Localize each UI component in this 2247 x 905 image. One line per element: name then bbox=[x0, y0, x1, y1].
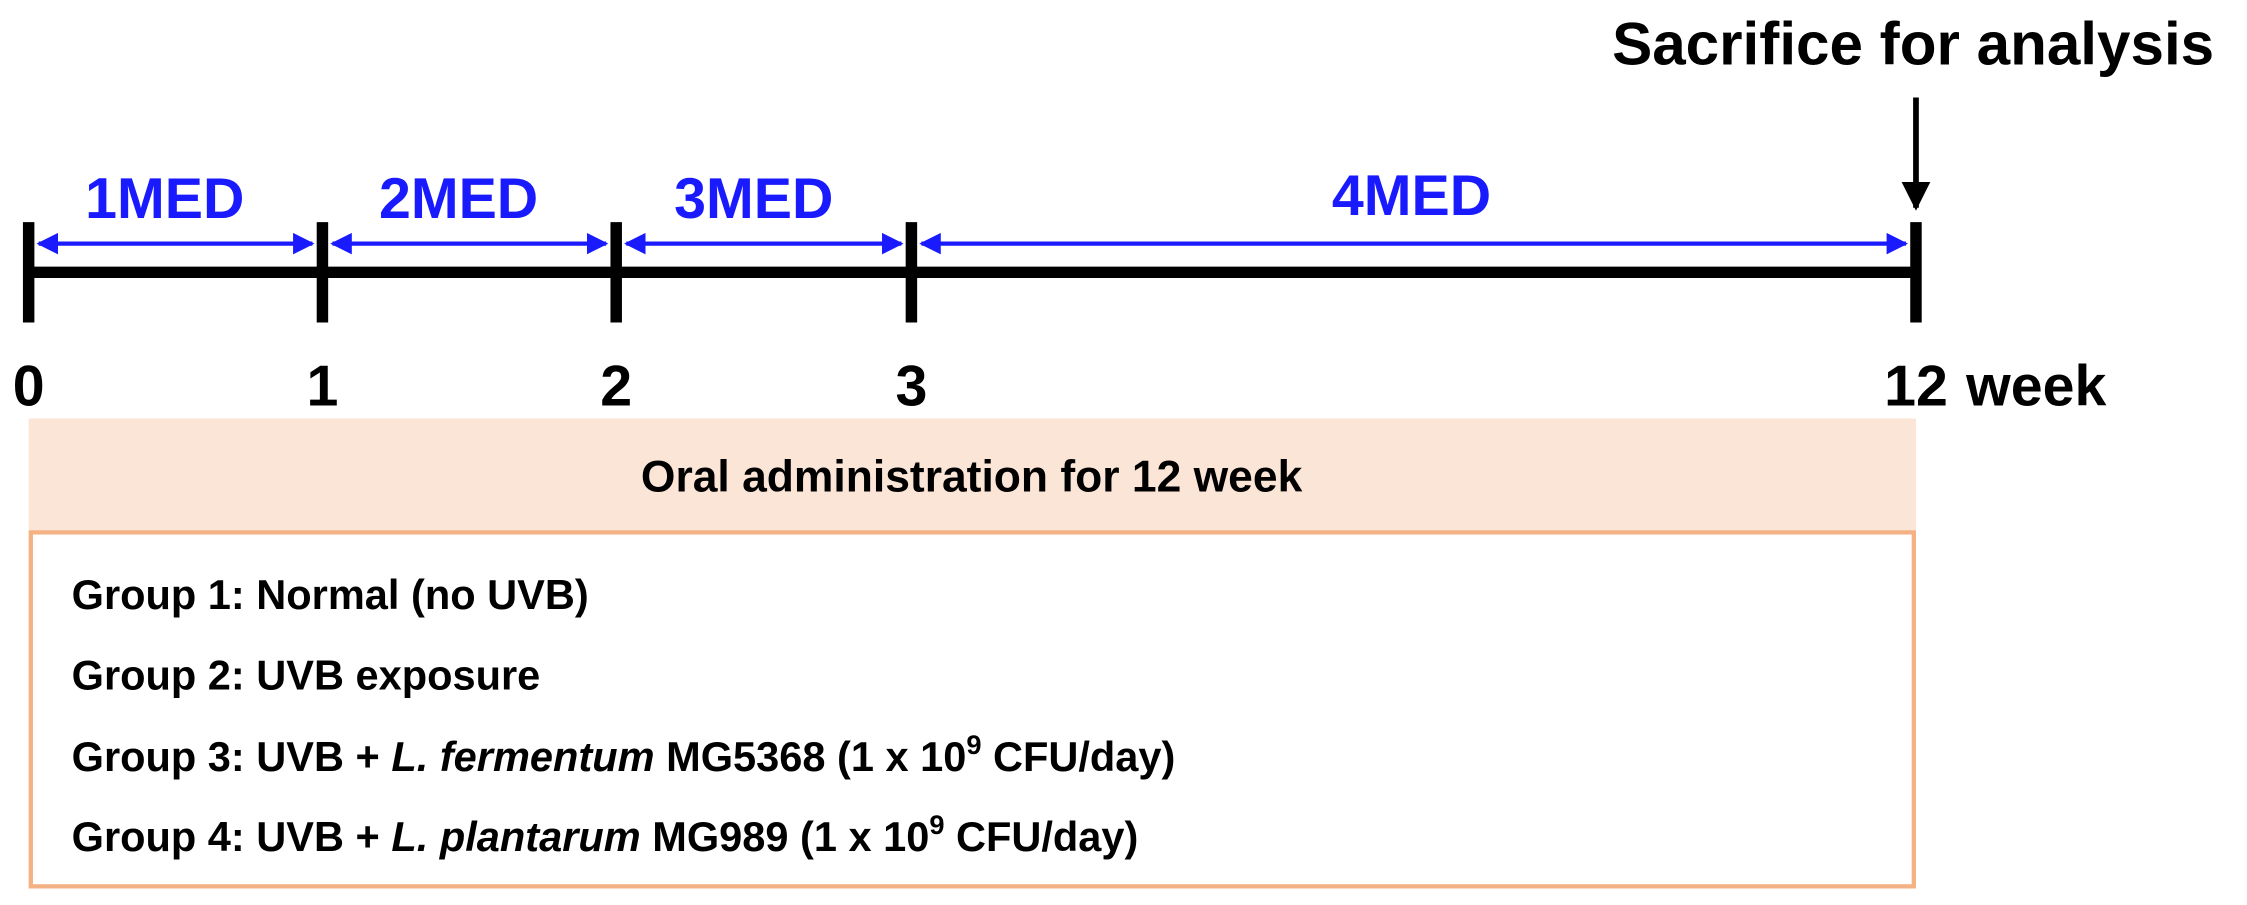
treatment: UVB + bbox=[256, 813, 380, 860]
phase-label: 3MED bbox=[674, 167, 833, 231]
treatment: UVB + bbox=[256, 733, 380, 780]
tick-label: 3 bbox=[895, 355, 927, 419]
group-line: Group 1: Normal (no UVB) bbox=[72, 571, 589, 618]
box-header: Oral administration for 12 week bbox=[641, 453, 1303, 502]
timeline-ticks bbox=[22, 222, 1922, 323]
group-line: Group 4: UVB + L. plantarum MG989 (1 x 1… bbox=[72, 809, 1139, 860]
strain: MG5368 bbox=[666, 733, 825, 780]
endpoint-label: Sacrifice for analysis bbox=[1612, 11, 2214, 78]
tick-label: 0 bbox=[13, 355, 45, 419]
strain: MG989 bbox=[652, 813, 788, 860]
box-header-bg bbox=[28, 418, 1916, 531]
dose: (1 x 10 bbox=[800, 813, 929, 860]
species: L. plantarum bbox=[391, 813, 640, 860]
group-label: Group 4: bbox=[72, 813, 245, 860]
phase-label: 2MED bbox=[379, 167, 538, 231]
group-label: Group 1: bbox=[72, 571, 245, 618]
tick-unit: week bbox=[1965, 355, 2106, 419]
phase-label: 4MED bbox=[1332, 164, 1491, 228]
species: L. fermentum bbox=[391, 733, 654, 780]
dose-exponent: 9 bbox=[929, 809, 944, 840]
group-line: Group 2: UVB exposure bbox=[72, 651, 541, 698]
group-label: Group 3: bbox=[72, 733, 245, 780]
group-label: Group 2: bbox=[72, 651, 245, 698]
dose: (1 x 10 bbox=[837, 733, 966, 780]
dose-unit: CFU/day) bbox=[956, 813, 1138, 860]
dose-unit: CFU/day) bbox=[993, 733, 1175, 780]
tick-label: 12 bbox=[1884, 355, 1948, 419]
group-text: Normal (no UVB) bbox=[256, 571, 588, 618]
box-body bbox=[28, 530, 1916, 889]
tick-label: 1 bbox=[306, 355, 338, 419]
group-text: UVB exposure bbox=[256, 651, 540, 698]
dose-exponent: 9 bbox=[966, 729, 981, 760]
group-line: Group 3: UVB + L. fermentum MG5368 (1 x … bbox=[72, 729, 1176, 780]
tick-label: 2 bbox=[600, 355, 632, 419]
phase-label: 1MED bbox=[85, 167, 244, 231]
